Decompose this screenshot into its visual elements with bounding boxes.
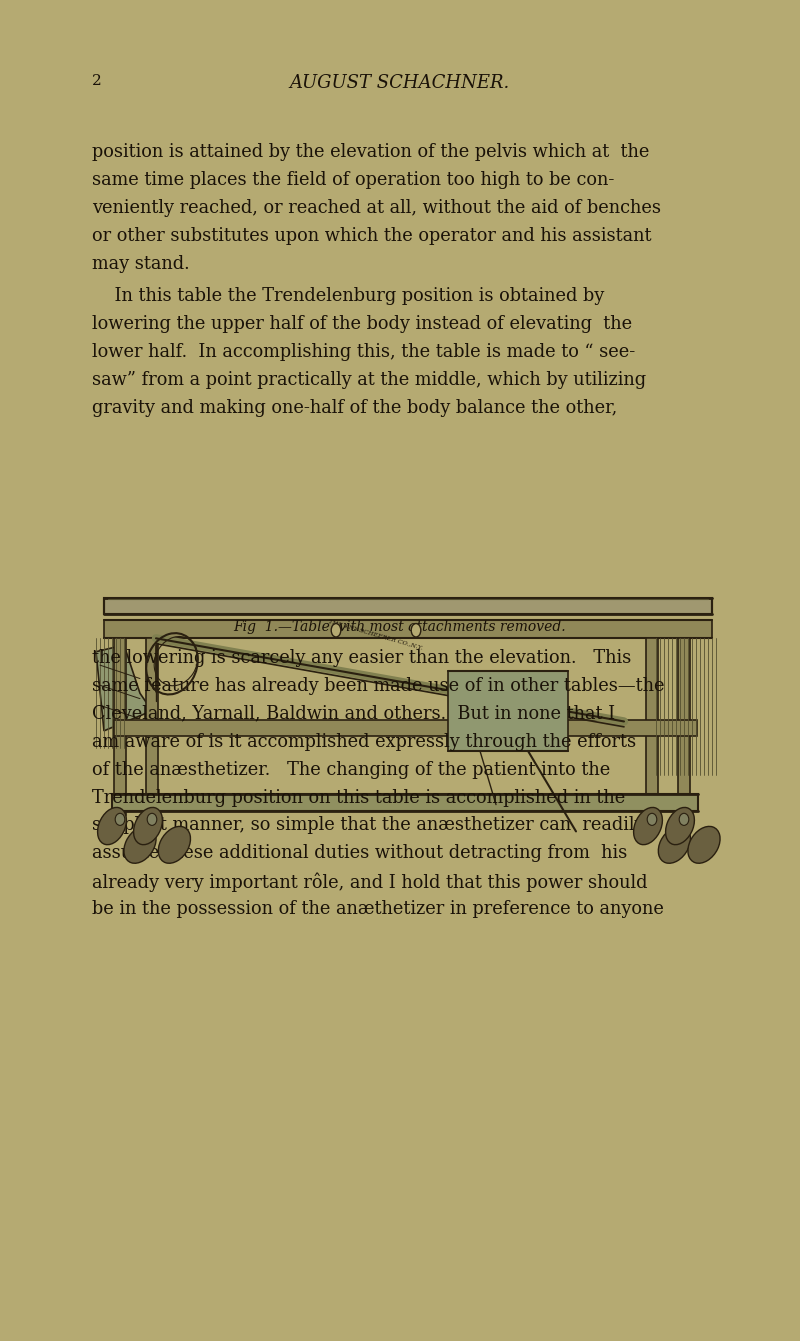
Text: the lowering is scarcely any easier than the elevation.   This: the lowering is scarcely any easier than…: [92, 649, 631, 666]
Bar: [448, 670, 568, 751]
Text: am aware of is it accomplished expressly through the efforts: am aware of is it accomplished expressly…: [92, 732, 636, 751]
Text: same time places the field of operation too high to be con-: same time places the field of operation …: [92, 172, 614, 189]
Text: gravity and making one-half of the body balance the other,: gravity and making one-half of the body …: [92, 398, 618, 417]
Text: assume these additional duties without detracting from  his: assume these additional duties without d…: [92, 845, 627, 862]
Text: In this table the Trendelenburg position is obtained by: In this table the Trendelenburg position…: [92, 287, 604, 304]
Bar: [114, 638, 126, 815]
Bar: [104, 598, 712, 614]
Bar: [104, 620, 712, 638]
Text: veniently reached, or reached at all, without the aid of benches: veniently reached, or reached at all, wi…: [92, 200, 661, 217]
Bar: [112, 794, 698, 811]
Ellipse shape: [134, 807, 162, 845]
Ellipse shape: [98, 807, 126, 845]
Text: may stand.: may stand.: [92, 255, 190, 274]
Text: THE KNY-SCHEERER CO.,N.Y.: THE KNY-SCHEERER CO.,N.Y.: [328, 618, 424, 650]
Text: saw” from a point practically at the middle, which by utilizing: saw” from a point practically at the mid…: [92, 370, 646, 389]
Text: lowering the upper half of the body instead of elevating  the: lowering the upper half of the body inst…: [92, 315, 632, 333]
Bar: [646, 638, 658, 815]
Ellipse shape: [158, 826, 190, 864]
Text: position is attained by the elevation of the pelvis which at  the: position is attained by the elevation of…: [92, 143, 650, 161]
Ellipse shape: [124, 826, 156, 864]
Text: lower half.  In accomplishing this, the table is made to “ see-: lower half. In accomplishing this, the t…: [92, 343, 635, 361]
Ellipse shape: [679, 813, 689, 825]
Ellipse shape: [647, 813, 657, 825]
Text: be in the possession of the anæthetizer in preference to anyone: be in the possession of the anæthetizer …: [92, 900, 664, 919]
Text: or other substitutes upon which the operator and his assistant: or other substitutes upon which the oper…: [92, 227, 651, 245]
Text: AUGUST SCHACHNER.: AUGUST SCHACHNER.: [290, 74, 510, 91]
Bar: [678, 638, 690, 815]
Text: Cleveland, Yarnall, Baldwin and others.  But in none that I: Cleveland, Yarnall, Baldwin and others. …: [92, 705, 615, 723]
Ellipse shape: [115, 813, 125, 825]
Ellipse shape: [411, 624, 421, 637]
Ellipse shape: [147, 813, 157, 825]
Bar: [146, 638, 158, 815]
Text: 2: 2: [92, 74, 102, 87]
Bar: [114, 720, 697, 736]
Polygon shape: [96, 645, 152, 731]
Ellipse shape: [658, 826, 690, 864]
Text: Trendelenburg position on this table is accomplished in the: Trendelenburg position on this table is …: [92, 789, 626, 806]
Ellipse shape: [634, 807, 662, 845]
Text: of the anæsthetizer.   The changing of the patient into the: of the anæsthetizer. The changing of the…: [92, 760, 610, 779]
Ellipse shape: [666, 807, 694, 845]
Ellipse shape: [688, 826, 720, 864]
Text: simplest manner, so simple that the anæsthetizer can  readily: simplest manner, so simple that the anæs…: [92, 817, 645, 834]
Text: same feature has already been made use of in other tables—the: same feature has already been made use o…: [92, 677, 665, 695]
Text: already very important rôle, and I hold that this power should: already very important rôle, and I hold …: [92, 872, 647, 892]
Text: Fig  1.—Table with most attachments removed.: Fig 1.—Table with most attachments remov…: [234, 620, 566, 633]
Ellipse shape: [331, 624, 341, 637]
